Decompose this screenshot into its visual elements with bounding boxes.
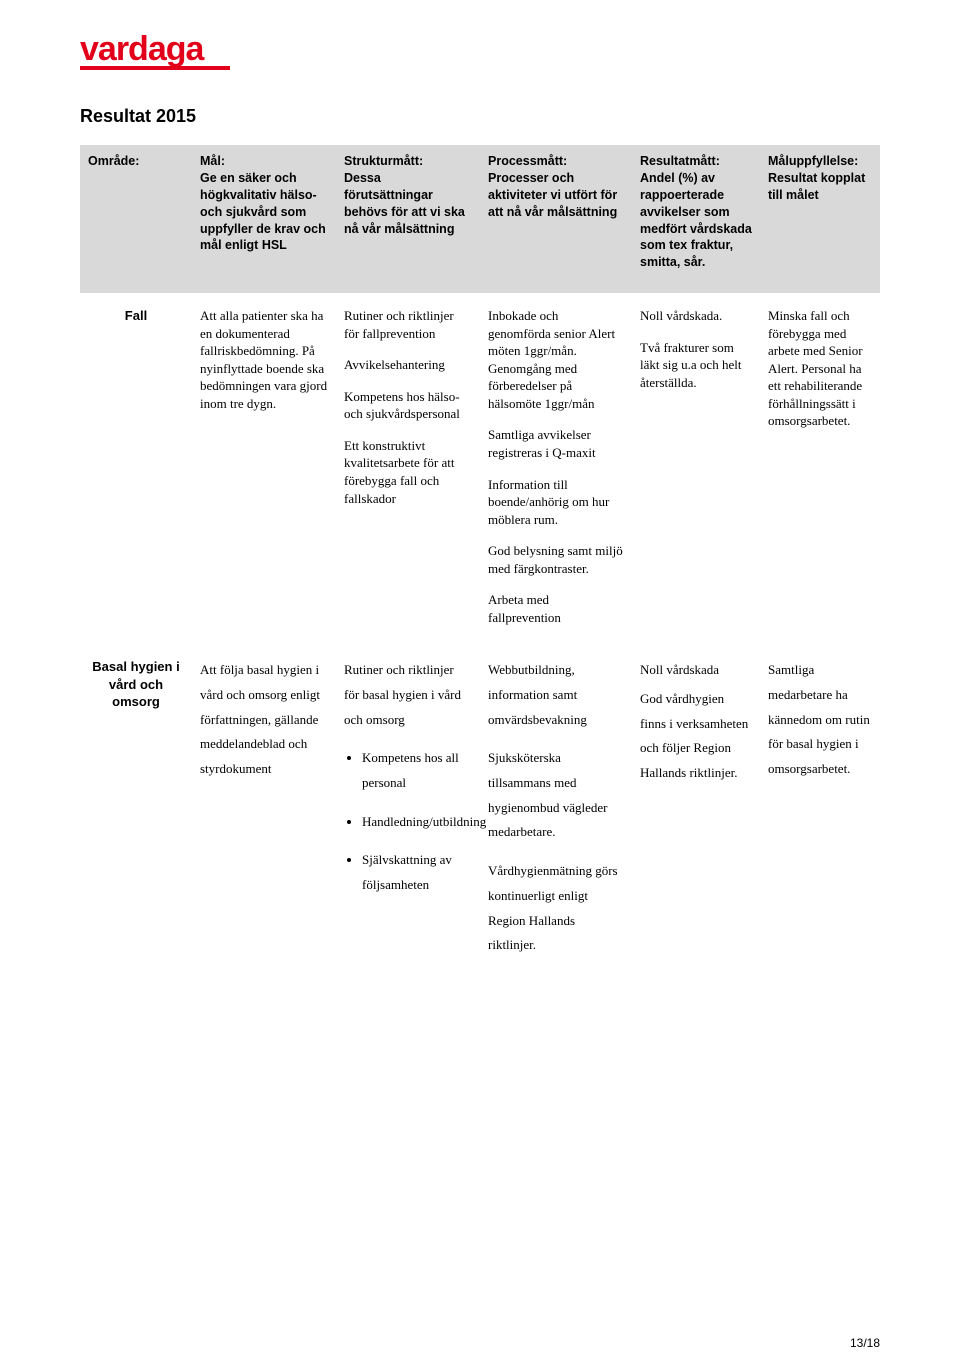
text: Noll vårdskada [640,658,752,683]
table-header-row: Område: Mål:Ge en säker och högkvalitati… [80,145,880,293]
cell-structure: Rutiner och riktlinjer för fallpreventio… [336,293,480,644]
cell-fulfill: Minska fall och förebygga med arbete med… [760,293,880,644]
cell-structure: Rutiner och riktlinjer för basal hygien … [336,644,480,976]
text: Sjuksköterska tillsammans med hygienombu… [488,746,624,845]
vardaga-logo-icon: vardaga [80,30,250,78]
text: Avvikelsehantering [344,356,472,374]
col-area: Område: [80,145,192,293]
text: Samtliga avvikelser registreras i Q-maxi… [488,426,624,461]
list-item: Kompetens hos all personal [362,746,472,795]
text: Information till boende/anhörig om hur m… [488,476,624,529]
cell-result: Noll vårdskada. Två frakturer som läkt s… [632,293,760,644]
text: Vårdhygienmätning görs kontinuerligt enl… [488,859,624,958]
text: God belysning samt miljö med färgkontras… [488,542,624,577]
table-row: Basal hygien i vård och omsorg Att följa… [80,644,880,976]
cell-goal: Att alla patienter ska ha en dokumentera… [192,293,336,644]
cell-fulfill: Samtliga medarbetare ha kännedom om ruti… [760,644,880,976]
cell-area: Fall [80,293,192,644]
col-goal: Mål:Ge en säker och högkvalitativ hälso-… [192,145,336,293]
col-fulfill: Måluppfyllelse:Resultat kopplat till mål… [760,145,880,293]
result-table: Område: Mål:Ge en säker och högkvalitati… [80,145,880,976]
page-title: Resultat 2015 [80,106,880,127]
cell-process: Webbutbildning, information samt omvärds… [480,644,632,976]
bullet-list: Kompetens hos all personal Handledning/u… [344,746,472,897]
list-item: Självskattning av följsamheten [362,848,472,897]
cell-goal: Att följa basal hygien i vård och omsorg… [192,644,336,976]
text: Att alla patienter ska ha en dokumentera… [200,307,328,412]
cell-process: Inbokade och genomförda senior Alert möt… [480,293,632,644]
text: Rutiner och riktlinjer för basal hygien … [344,658,472,732]
cell-area: Basal hygien i vård och omsorg [80,644,192,976]
text: Ett konstruktivt kvalitetsarbete för att… [344,437,472,507]
col-structure: Strukturmått:Dessa förutsättningar behöv… [336,145,480,293]
col-process: Processmått:Processer och aktiviteter vi… [480,145,632,293]
table-row: Fall Att alla patienter ska ha en dokume… [80,293,880,644]
text: God vårdhygien finns i verksamheten och … [640,687,752,786]
cell-result: Noll vårdskada God vårdhygien finns i ve… [632,644,760,976]
col-result: Resultatmått:Andel (%) av rappoerterade … [632,145,760,293]
text: Inbokade och genomförda senior Alert möt… [488,307,624,412]
text: Att följa basal hygien i vård och omsorg… [200,658,328,781]
text: Kompetens hos hälso- och sjukvårdsperson… [344,388,472,423]
text: Rutiner och riktlinjer för fallpreventio… [344,307,472,342]
text: Noll vårdskada. [640,307,752,325]
list-item: Handledning/utbildning [362,810,472,835]
text: Webbutbildning, information samt omvärds… [488,658,624,732]
logo: vardaga [80,30,880,78]
page-number: 13/18 [850,1336,880,1350]
svg-text:vardaga: vardaga [80,30,205,68]
text: Minska fall och förebygga med arbete med… [768,307,872,430]
text: Samtliga medarbetare ha kännedom om ruti… [768,658,872,781]
text: Två frakturer som läkt sig u.a och helt … [640,339,752,392]
text: Arbeta med fallprevention [488,591,624,626]
page: vardaga Resultat 2015 Område: Mål:Ge en … [0,0,960,1370]
